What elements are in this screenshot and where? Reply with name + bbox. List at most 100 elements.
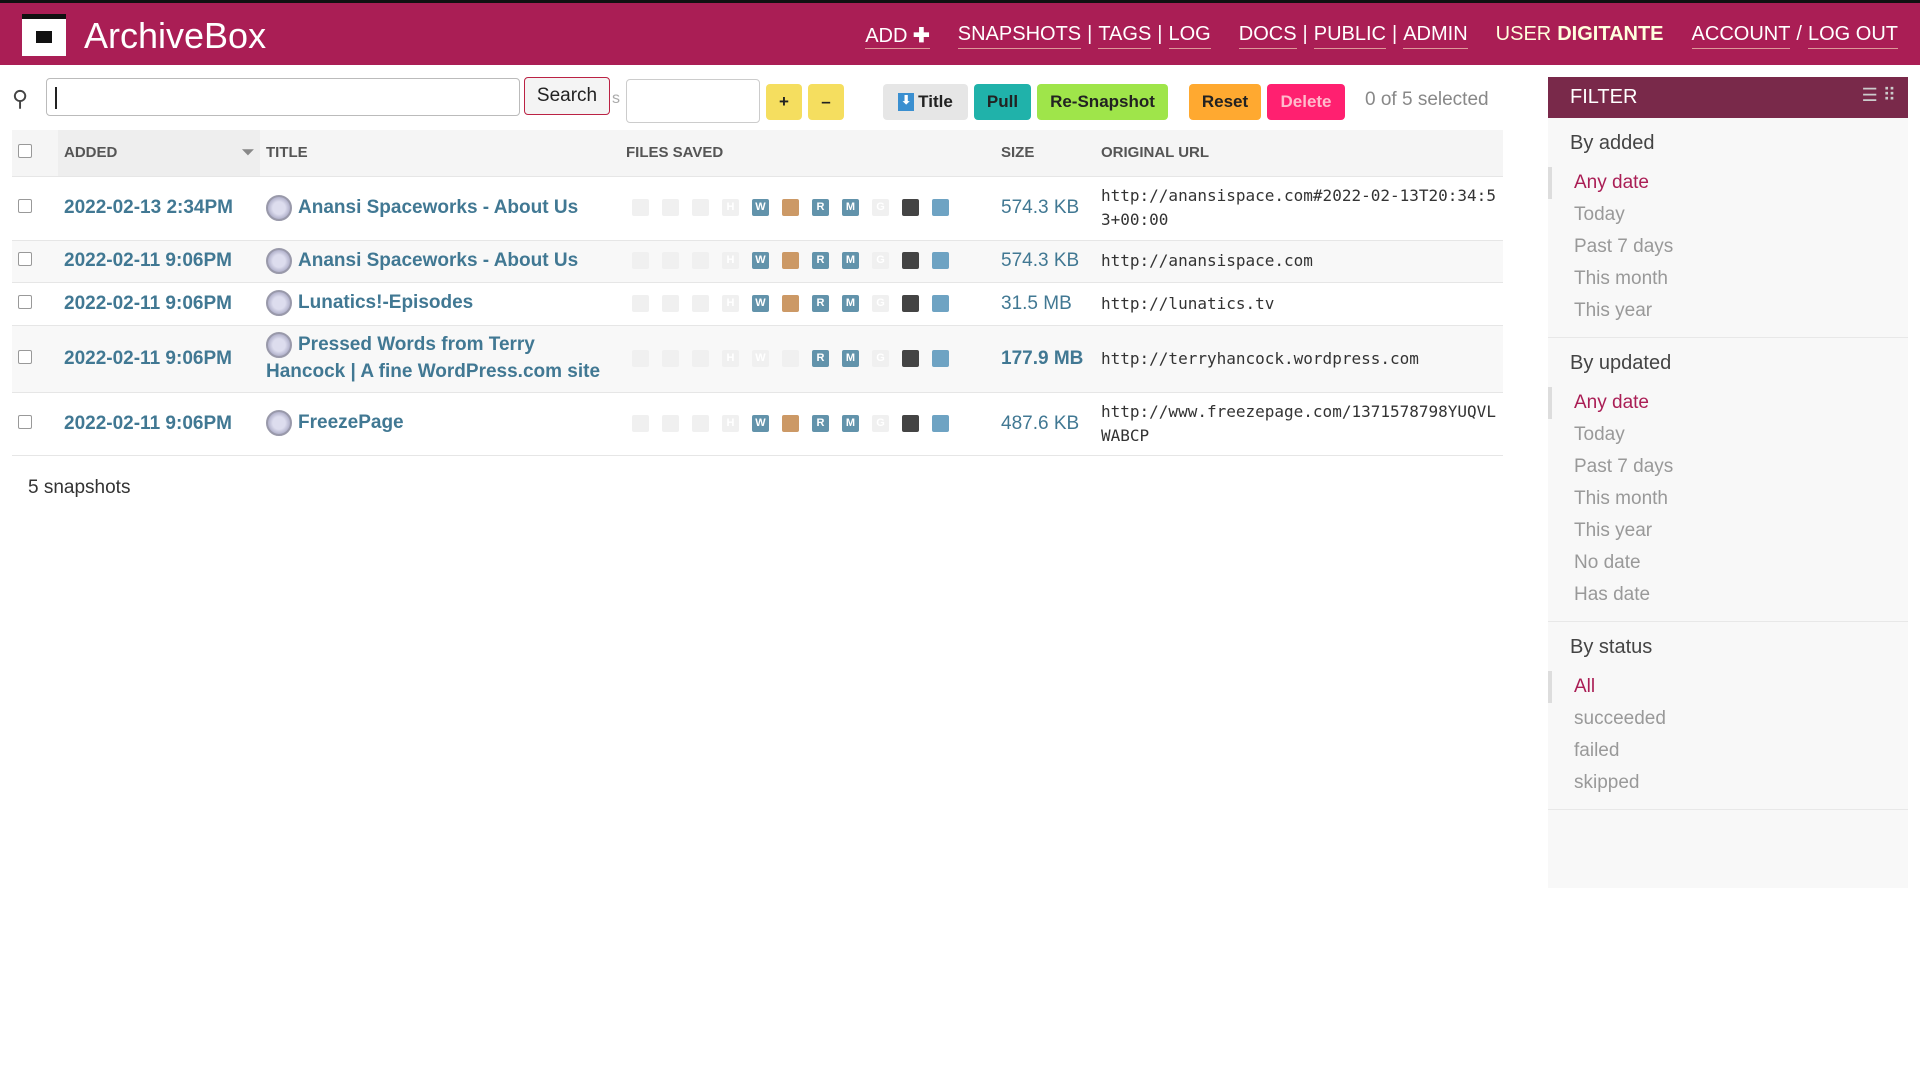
snapshot-title[interactable]: Lunatics!-Episodes [298, 292, 474, 314]
filter-option[interactable]: This year [1574, 300, 1653, 321]
archive-org-icon[interactable] [932, 349, 949, 367]
column-added[interactable]: ADDED ⏷ [58, 130, 260, 177]
doc-icon[interactable] [662, 252, 679, 270]
filter-option[interactable]: All [1548, 671, 1908, 703]
info-icon[interactable] [632, 252, 649, 270]
size[interactable]: 574.3 KB [995, 240, 1095, 283]
git-icon[interactable]: G [872, 294, 889, 312]
original-url[interactable]: http://www.freezepage.com/1371578798YUQV… [1095, 392, 1503, 456]
nav-log[interactable]: LOG [1168, 23, 1211, 49]
row-checkbox[interactable] [18, 199, 32, 213]
nav-admin[interactable]: ADMIN [1403, 23, 1468, 49]
table-row[interactable]: 2022-02-11 9:06PM Pressed Words from Ter… [12, 325, 1503, 393]
update-title-button[interactable]: ⬇ Title [883, 84, 968, 120]
mercury-icon[interactable]: M [842, 294, 859, 312]
delete-button[interactable]: Delete [1267, 84, 1345, 120]
row-checkbox[interactable] [18, 252, 32, 266]
table-row[interactable]: 2022-02-13 2:34PM Anansi Spaceworks - Ab… [12, 176, 1503, 241]
screen-icon[interactable] [692, 252, 709, 270]
screen-icon[interactable] [692, 414, 709, 432]
select-all-checkbox[interactable] [18, 143, 32, 158]
nav-logout[interactable]: LOG OUT [1807, 23, 1898, 49]
tag-input[interactable] [626, 79, 760, 123]
size[interactable]: 31.5 MB [995, 282, 1095, 326]
html-icon[interactable]: H [722, 294, 739, 312]
screen-icon[interactable] [692, 294, 709, 312]
mercury-icon[interactable]: M [842, 414, 859, 432]
html-icon[interactable]: H [722, 199, 739, 217]
screen-icon[interactable] [692, 349, 709, 367]
original-url[interactable]: http://anansispace.com [1095, 240, 1503, 283]
original-url[interactable]: http://anansispace.com#2022-02-13T20:34:… [1095, 176, 1503, 241]
size[interactable]: 487.6 KB [995, 392, 1095, 456]
screen-icon[interactable] [692, 199, 709, 217]
media-icon[interactable] [902, 294, 919, 312]
readability-icon[interactable]: R [812, 414, 829, 432]
media-icon[interactable] [902, 414, 919, 432]
snapshot-title[interactable]: FreezePage [298, 412, 404, 434]
archive-org-icon[interactable] [932, 294, 949, 312]
filter-option[interactable]: Any date [1548, 387, 1908, 419]
wget-icon[interactable]: W [752, 199, 769, 217]
wget-icon[interactable]: W [752, 349, 769, 367]
row-checkbox[interactable] [18, 414, 32, 429]
info-icon[interactable] [632, 414, 649, 432]
doc-icon[interactable] [662, 349, 679, 367]
readability-icon[interactable]: R [812, 252, 829, 270]
html-icon[interactable]: H [722, 252, 739, 270]
added-date[interactable]: 2022-02-11 9:06PM [58, 392, 260, 456]
filter-option[interactable]: No date [1574, 552, 1641, 573]
nav-tags[interactable]: TAGS [1098, 23, 1152, 49]
added-date[interactable]: 2022-02-11 9:06PM [58, 282, 260, 326]
added-date[interactable]: 2022-02-13 2:34PM [58, 176, 260, 241]
snapshot-title[interactable]: Anansi Spaceworks - About Us [298, 197, 579, 218]
filter-option[interactable]: This year [1574, 520, 1653, 541]
git-icon[interactable]: G [872, 252, 889, 270]
remove-tag-button[interactable]: – [808, 84, 844, 120]
nav-add[interactable]: ADD ✚ [865, 25, 930, 49]
filter-option[interactable]: This month [1574, 268, 1668, 289]
doc-icon[interactable] [662, 199, 679, 217]
filter-option[interactable]: Today [1574, 204, 1625, 225]
row-checkbox[interactable] [18, 349, 32, 364]
row-checkbox[interactable] [18, 294, 32, 309]
filter-option[interactable]: This month [1574, 488, 1668, 509]
wget-icon[interactable]: W [752, 414, 769, 432]
search-button[interactable]: Search [524, 77, 610, 115]
search-input[interactable] [46, 78, 520, 116]
filter-option[interactable]: succeeded [1574, 708, 1666, 729]
media-icon[interactable] [902, 349, 919, 367]
archive-org-icon[interactable] [932, 414, 949, 432]
filter-option[interactable]: Past 7 days [1574, 456, 1674, 477]
view-toggle-icon[interactable]: ☰ ⠿ [1861, 85, 1896, 105]
table-row[interactable]: 2022-02-11 9:06PM Anansi Spaceworks - Ab… [12, 240, 1503, 283]
doc-icon[interactable] [662, 414, 679, 432]
column-size[interactable]: SIZE [995, 130, 1095, 177]
original-url[interactable]: http://terryhancock.wordpress.com [1095, 325, 1503, 393]
readability-icon[interactable]: R [812, 349, 829, 367]
original-url[interactable]: http://lunatics.tv [1095, 282, 1503, 326]
box-icon[interactable] [782, 252, 799, 270]
box-icon[interactable] [782, 199, 799, 217]
git-icon[interactable]: G [872, 414, 889, 432]
filter-option[interactable]: Past 7 days [1574, 236, 1674, 257]
archivebox-logo-icon[interactable] [22, 14, 66, 56]
readability-icon[interactable]: R [812, 294, 829, 312]
nav-public[interactable]: PUBLIC [1313, 23, 1386, 49]
box-icon[interactable] [782, 349, 799, 367]
info-icon[interactable] [632, 199, 649, 217]
added-date[interactable]: 2022-02-11 9:06PM [58, 325, 260, 393]
nav-docs[interactable]: DOCS [1238, 23, 1297, 49]
html-icon[interactable]: H [722, 414, 739, 432]
add-tag-button[interactable]: + [766, 84, 802, 120]
archive-org-icon[interactable] [932, 252, 949, 270]
filter-option[interactable]: Today [1574, 424, 1625, 445]
resnapshot-button[interactable]: Re-Snapshot [1037, 84, 1168, 120]
pull-button[interactable]: Pull [974, 84, 1031, 120]
git-icon[interactable]: G [872, 349, 889, 367]
column-url[interactable]: ORIGINAL URL [1095, 130, 1503, 177]
html-icon[interactable]: H [722, 349, 739, 367]
filter-option[interactable]: Has date [1574, 584, 1651, 605]
